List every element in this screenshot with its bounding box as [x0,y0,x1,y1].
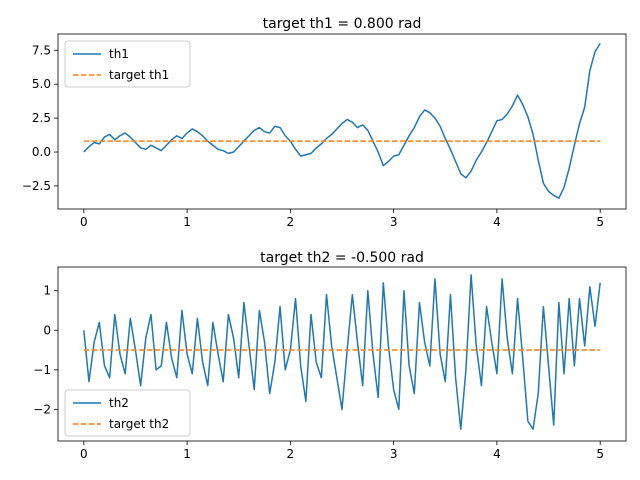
x-tick-label: 3 [390,215,398,229]
legend: th2 target th2 [64,389,191,437]
subplot-th2: target th2 = -0.500 rad 0 1 2 3 4 5−2−101th2t… [33,250,627,461]
y-tick-label: 1 [43,284,51,298]
subplot-th1: target th1 = 0.800 rad 0 1 2 3 4 5 −2.5 0.0 2.5 5… [22,16,627,229]
x-tick-label: 5 [596,215,604,229]
legend-box [64,389,191,437]
y-tick-label: −2 [33,402,51,416]
legend-label: th1 [109,47,129,61]
legend: th1 target th1 [64,40,191,88]
x-tick-label: 3 [390,447,398,461]
y-tick-label: 5.0 [32,77,51,91]
subplot-title: target th1 = 0.800 rad [263,16,422,32]
x-tick-label: 4 [493,215,501,229]
y-tick-label: −2.5 [22,179,51,193]
subplot-title: target th2 = -0.500 rad [260,250,424,266]
y-tick-label: 7.5 [32,43,51,57]
legend-label: target th1 [109,68,169,82]
x-tick-label: 2 [287,447,295,461]
legend-label: th2 [109,396,129,410]
y-tick-label: 0.0 [32,145,51,159]
y-tick-label: −1 [33,363,51,377]
legend-label: target th2 [109,417,169,431]
x-tick-label: 1 [183,447,191,461]
x-tick-label: 1 [183,215,191,229]
x-tick-label: 5 [596,447,604,461]
axes-frame [57,266,627,442]
x-tick-label: 0 [80,447,88,461]
legend-box [64,40,191,88]
series-line-th2 [83,274,601,430]
axes-frame [57,33,627,210]
x-tick-label: 4 [493,447,501,461]
x-tick-label: 0 [80,215,88,229]
y-tick-label: 2.5 [32,111,51,125]
series-line-th1 [83,43,601,199]
y-tick-label: 0 [43,323,51,337]
x-tick-label: 2 [287,215,295,229]
